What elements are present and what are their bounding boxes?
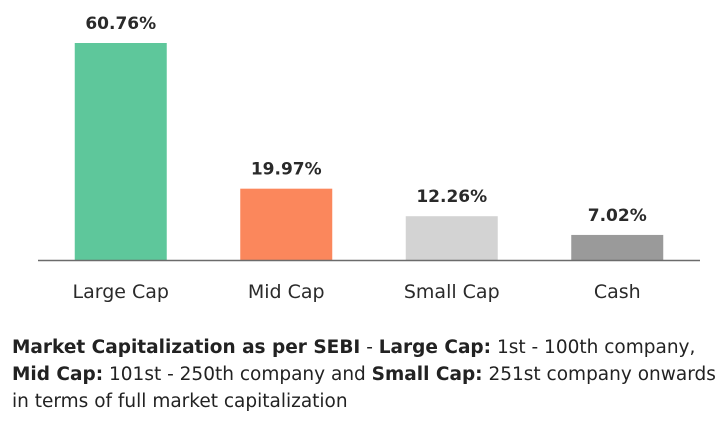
footnote-small-cap-label: Small Cap: (371, 364, 483, 385)
footnote-large-cap-label: Large Cap: (378, 337, 492, 358)
footnote-mid-cap-label: Mid Cap: (12, 364, 104, 385)
footnote-text-1: - (360, 337, 379, 358)
category-label-mid-cap: Mid Cap (248, 281, 325, 303)
category-label-large-cap: Large Cap (73, 281, 169, 303)
footnote-text-2: 1st - 100th company, (491, 337, 696, 358)
bar-small-cap (405, 216, 498, 260)
bar-mid-cap (240, 188, 333, 260)
value-label-small-cap: 12.26% (416, 187, 487, 207)
value-label-mid-cap: 19.97% (251, 160, 322, 180)
value-label-large-cap: 60.76% (85, 14, 156, 34)
footnote-text-4: 251st company onwards in terms of full m… (12, 364, 716, 412)
value-label-cash: 7.02% (588, 206, 647, 226)
footnote-text-3: 101st - 250th company and (103, 364, 372, 385)
bar-cash (571, 234, 664, 260)
bar-chart: 60.76% Large Cap 19.97% Mid Cap 12.26% Small … (38, 14, 700, 303)
category-label-cash: Cash (594, 281, 641, 303)
bar-large-cap (74, 43, 167, 260)
category-label-small-cap: Small Cap (404, 281, 500, 303)
footnote-title: Market Capitalization as per SEBI (12, 337, 361, 358)
footnote: Market Capitalization as per SEBI - Larg… (12, 334, 718, 415)
